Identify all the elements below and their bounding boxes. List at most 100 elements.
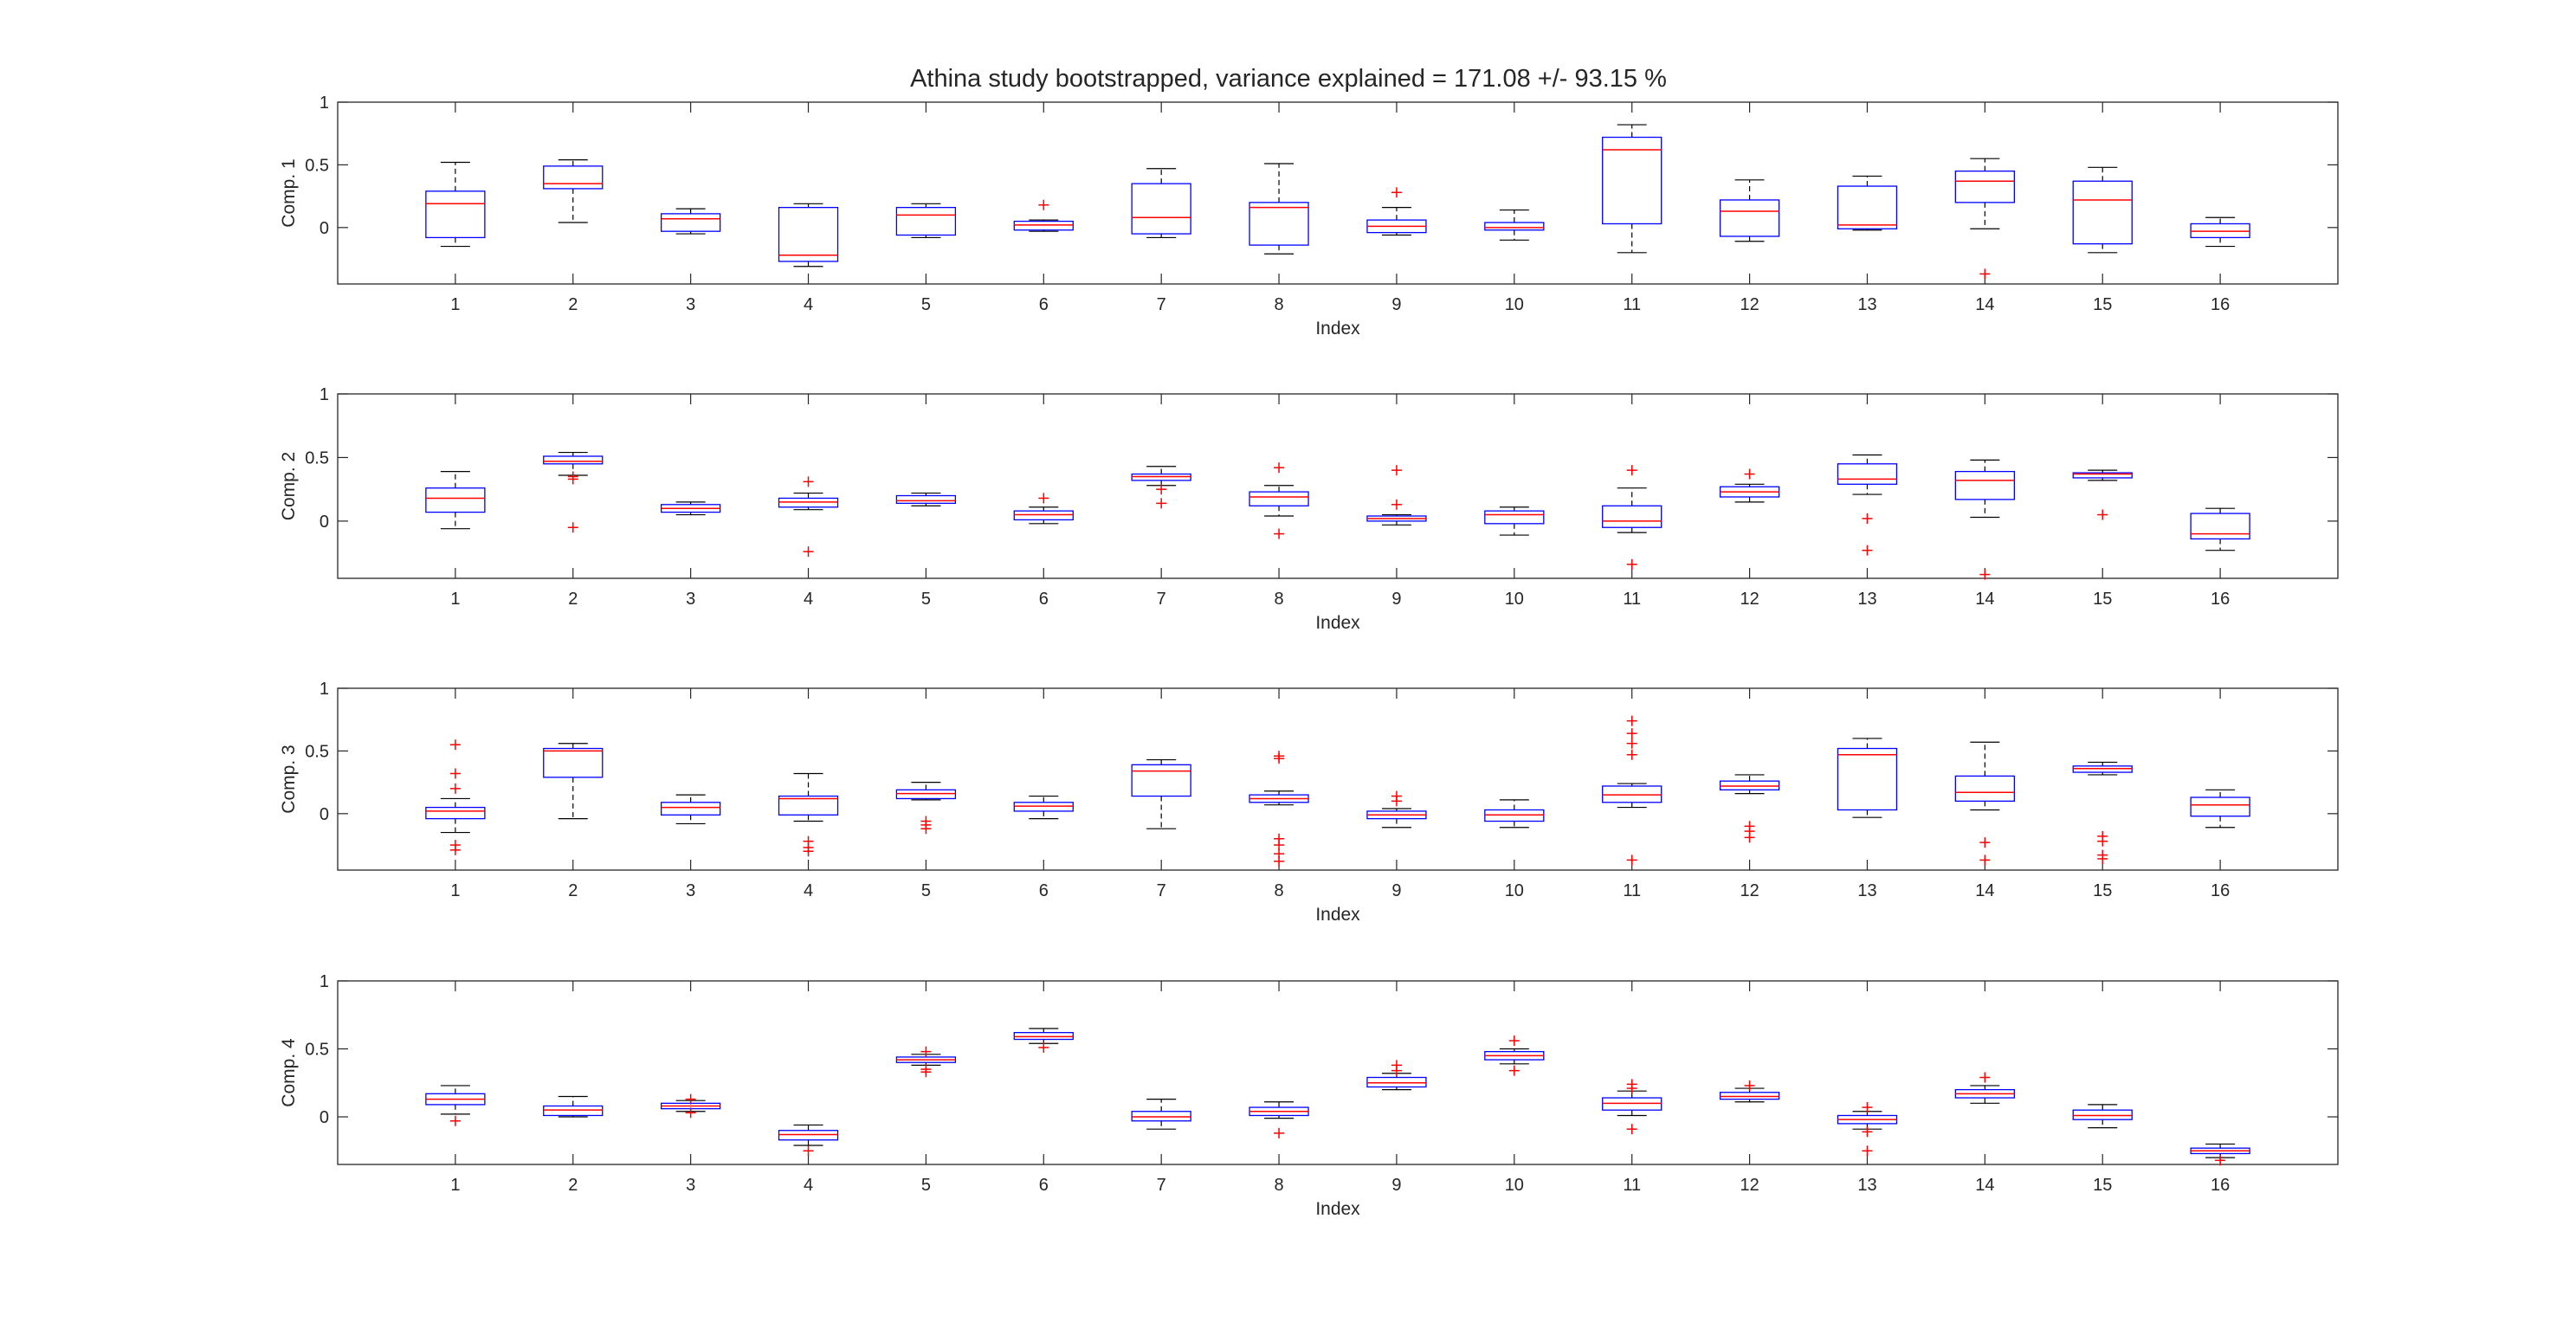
box-iqr	[1719, 199, 1780, 237]
outlier-marker	[1508, 1065, 1520, 1076]
outlier-marker	[1744, 468, 1755, 480]
comp4-box-10	[1484, 1035, 1545, 1076]
comp1-xtick-label: 8	[1274, 295, 1283, 314]
outlier-marker	[1744, 832, 1755, 843]
box-iqr	[1719, 1092, 1780, 1100]
comp3-box-10	[1484, 799, 1545, 829]
box-iqr	[895, 207, 957, 236]
box-iqr	[543, 455, 604, 465]
comp3-xtick-label: 4	[804, 881, 813, 900]
comp3-box-11	[1602, 715, 1662, 866]
outlier-marker	[449, 844, 461, 855]
box-iqr	[425, 487, 486, 513]
box-iqr	[1131, 764, 1191, 797]
box-iqr	[778, 795, 839, 816]
comp4-xtick-label: 13	[1857, 1176, 1876, 1195]
outlier-marker	[1626, 855, 1637, 866]
comp2-box-3	[660, 501, 721, 516]
box-iqr	[1602, 505, 1662, 528]
box-iqr	[1954, 775, 2016, 802]
box-iqr	[1837, 185, 1898, 229]
outlier-marker	[1626, 1124, 1637, 1135]
comp4-y-axis-label: Comp. 4	[279, 1038, 299, 1107]
comp1-box-4	[778, 203, 839, 268]
comp2-box-13	[1837, 454, 1898, 556]
comp4-box-2	[543, 1095, 604, 1118]
comp4-xtick-label: 12	[1740, 1176, 1759, 1195]
box-iqr	[1954, 470, 2016, 500]
comp1-box-10	[1484, 209, 1545, 241]
comp3-xtick-label: 9	[1391, 881, 1401, 900]
comp3-x-axis-label: Index	[1315, 905, 1360, 925]
comp2-xtick-label: 11	[1623, 590, 1641, 609]
comp2-box-4	[778, 476, 839, 558]
comp1-box-7	[1131, 168, 1191, 239]
comp2-xtick-label: 10	[1505, 590, 1524, 609]
comp1-xtick-label: 12	[1740, 295, 1759, 314]
outlier-marker	[920, 1046, 932, 1057]
comp3-xtick-label: 12	[1740, 881, 1759, 900]
box-iqr	[2190, 796, 2250, 817]
box-iqr	[1954, 171, 2016, 203]
outlier-marker	[1862, 1126, 1873, 1138]
outlier-marker	[1862, 1102, 1873, 1113]
comp1-xtick-label: 11	[1623, 295, 1641, 314]
outlier-marker	[1156, 498, 1167, 509]
outlier-marker	[2097, 509, 2108, 520]
figure-title: Athina study bootstrapped, variance expl…	[910, 65, 1667, 93]
outlier-marker	[1391, 187, 1402, 198]
outlier-marker	[1038, 199, 1049, 210]
box-iqr	[2072, 1109, 2133, 1120]
comp4-box-15	[2072, 1104, 2133, 1129]
outlier-marker	[2097, 853, 2108, 864]
comp3-box-8	[1249, 751, 1309, 867]
outlier-marker	[1626, 749, 1637, 760]
comp3-box-2	[543, 743, 604, 820]
comp1-ytick-label: 0	[320, 219, 329, 238]
comp1-xtick-label: 7	[1157, 295, 1166, 314]
comp3-xtick-label: 1	[450, 881, 460, 900]
comp4-box-7	[1131, 1099, 1191, 1130]
box-iqr	[660, 213, 721, 232]
comp2-ytick-label: 1	[320, 385, 329, 404]
comp2-y-axis-label: Comp. 2	[279, 452, 299, 520]
outlier-marker	[1038, 1042, 1049, 1053]
box-iqr	[660, 802, 721, 816]
comp4-xtick-label: 2	[568, 1176, 578, 1195]
outlier-marker	[1391, 499, 1402, 510]
comp4-xtick-label: 4	[804, 1176, 813, 1195]
comp4-xtick-label: 16	[2211, 1176, 2230, 1195]
comp2-xtick-label: 3	[686, 590, 695, 609]
comp1-xtick-label: 3	[686, 295, 695, 314]
comp3-xtick-label: 10	[1505, 881, 1524, 900]
box-iqr	[1602, 136, 1662, 225]
comp1-box-9	[1366, 187, 1427, 236]
comp3-box-5	[895, 782, 957, 835]
comp1-xtick-label: 9	[1391, 295, 1401, 314]
outlier-marker	[1979, 855, 1991, 866]
comp4-box-13	[1837, 1102, 1898, 1157]
outlier-marker	[803, 1145, 814, 1157]
comp1-box-1	[425, 161, 486, 248]
comp1-box-14	[1954, 158, 2016, 280]
comp2-ytick-label: 0.5	[305, 448, 329, 468]
comp1-x-axis-label: Index	[1315, 319, 1360, 339]
comp2-box-15	[2072, 469, 2133, 520]
box-iqr	[1131, 183, 1191, 235]
comp2-box-11	[1602, 465, 1662, 570]
outlier-marker	[1862, 545, 1873, 556]
comp2-xtick-label: 15	[2093, 590, 2112, 609]
comp2-box-2	[543, 451, 604, 533]
comp4-box-11	[1602, 1079, 1662, 1135]
outlier-marker	[1274, 753, 1285, 764]
comp3-box-15	[2072, 761, 2133, 864]
comp1-xtick-label: 14	[1975, 295, 1994, 314]
outlier-marker	[920, 823, 932, 835]
comp4-box-8	[1249, 1101, 1309, 1138]
outlier-marker	[1156, 484, 1167, 495]
comp4-xtick-label: 15	[2093, 1176, 2112, 1195]
comp3-xtick-label: 2	[568, 881, 578, 900]
